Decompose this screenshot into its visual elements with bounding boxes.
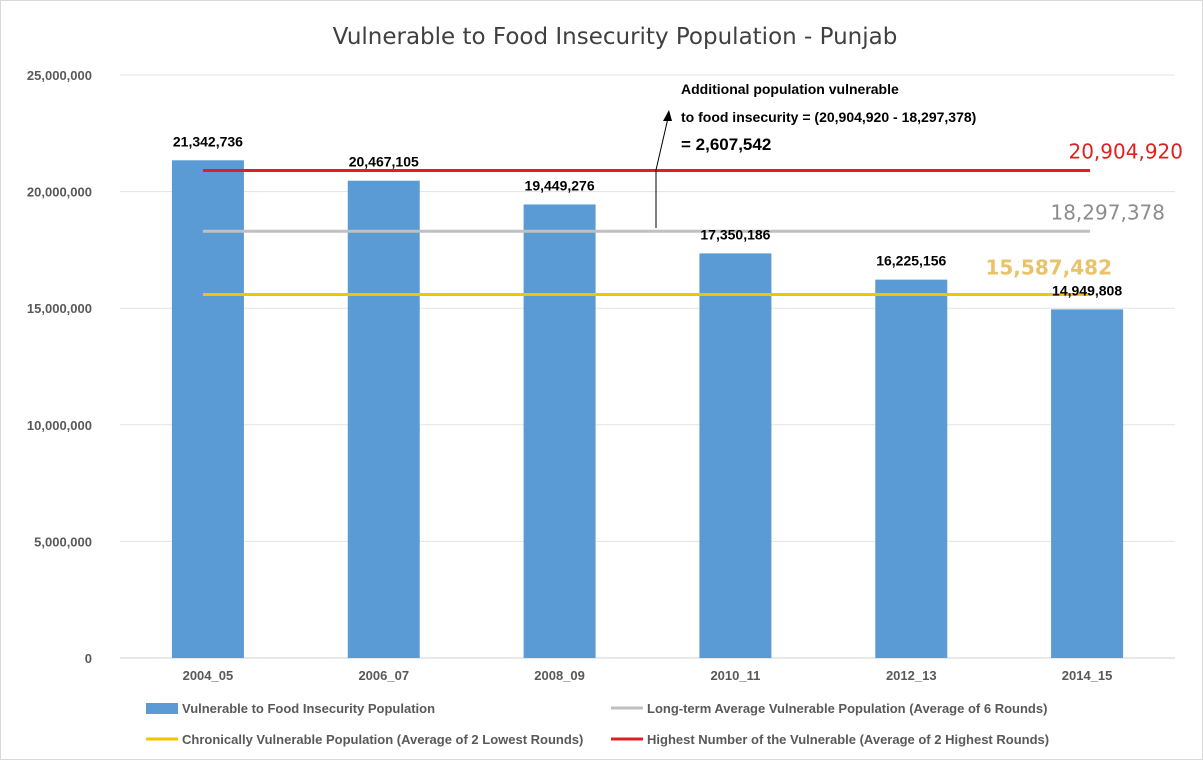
y-tick-label: 15,000,000 (27, 301, 92, 316)
legend-label: Long-term Average Vulnerable Population … (647, 701, 1047, 716)
annotation-result: = 2,607,542 (681, 135, 771, 154)
bar (875, 279, 948, 658)
data-label: 19,449,276 (525, 177, 595, 193)
annotation-arrow-head (663, 110, 672, 121)
x-tick-label: 2014_15 (1062, 668, 1113, 683)
y-tick-label: 25,000,000 (27, 68, 92, 83)
data-label: 20,467,105 (349, 154, 419, 170)
reference-lines: 20,904,920 18,297,378 15,587,482 (202, 139, 1183, 296)
legend-label: Highest Number of the Vulnerable (Averag… (647, 732, 1049, 747)
x-tick-label: 2012_13 (886, 668, 937, 683)
y-axis-ticks: 0 5,000,000 10,000,000 15,000,000 20,000,000… (27, 68, 92, 666)
annotation-arrow-line (655, 117, 669, 171)
x-tick-label: 2004_05 (183, 668, 234, 683)
legend-label: Vulnerable to Food Insecurity Population (182, 701, 435, 716)
data-label: 14,949,808 (1052, 282, 1122, 298)
y-tick-label: 5,000,000 (34, 534, 92, 549)
annotation: Additional population vulnerable to food… (655, 81, 976, 228)
bars (171, 160, 1124, 659)
y-tick-label: 20,000,000 (27, 185, 92, 200)
bar (171, 160, 244, 658)
x-axis-ticks: 2004_05 2006_07 2008_09 2010_11 2012_13 2014_… (183, 668, 1113, 683)
bar (347, 180, 420, 659)
data-label: 17,350,186 (700, 226, 770, 242)
bar (699, 253, 772, 658)
y-tick-label: 0 (85, 651, 92, 666)
reference-line-label: 15,587,482 (985, 255, 1112, 279)
legend-swatch-bar (146, 703, 178, 714)
legend: Vulnerable to Food Insecurity Population… (146, 701, 1049, 747)
bar (1051, 309, 1124, 658)
data-labels: 21,342,736 20,467,105 19,449,276 17,350,186… (173, 133, 1122, 298)
reference-line-label: 20,904,920 (1068, 139, 1183, 163)
x-tick-label: 2010_11 (710, 668, 760, 683)
gridlines (120, 74, 1175, 659)
x-tick-label: 2006_07 (358, 668, 409, 683)
reference-line-label: 18,297,378 (1050, 200, 1165, 224)
annotation-line-2: to food insecurity = (20,904,920 - 18,29… (681, 109, 976, 125)
legend-label: Chronically Vulnerable Population (Avera… (182, 732, 583, 747)
annotation-line-1: Additional population vulnerable (681, 81, 899, 97)
data-label: 16,225,156 (876, 253, 946, 269)
bar (523, 204, 596, 659)
chart-title: Vulnerable to Food Insecurity Population… (333, 24, 898, 50)
y-tick-label: 10,000,000 (27, 418, 92, 433)
data-label: 21,342,736 (173, 133, 243, 149)
x-tick-label: 2008_09 (534, 668, 585, 683)
